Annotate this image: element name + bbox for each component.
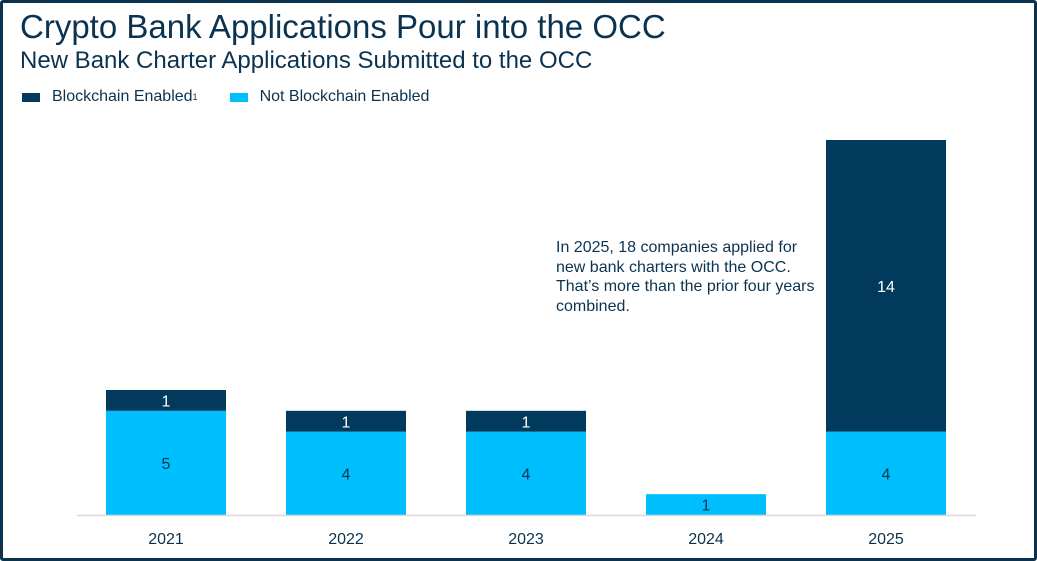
bar-segment [466,410,586,432]
data-label: 4 [522,466,531,483]
data-label: 14 [877,279,895,296]
footnote-marker: 1 [192,92,198,102]
bar-segment [466,431,586,515]
bar-segment [646,494,766,515]
data-label: 1 [162,393,171,410]
legend-label: Not Blockchain Enabled [259,88,430,105]
data-label: 1 [342,414,351,431]
bar-segment [826,431,946,515]
chart-title: Crypto Bank Applications Pour into the O… [20,8,666,45]
x-tick-label: 2024 [688,531,724,548]
chart-subtitle: New Bank Charter Applications Submitted … [20,47,593,74]
legend-swatch [229,92,248,102]
bar-segment [106,410,226,515]
legend: Blockchain Enabled 1 Not Blockchain Enabl… [22,88,461,106]
bar-segment [286,431,406,515]
x-tick-label: 2025 [868,531,904,548]
bar-segment [826,140,946,432]
x-tick-label: 2023 [508,531,544,548]
x-tick-label: 2022 [328,531,364,548]
bar-segment [286,410,406,432]
bar-segment [106,390,226,411]
data-label: 4 [342,466,351,483]
annotation: In 2025, 18 companies applied for new ba… [556,239,815,315]
legend-label: Blockchain Enabled [52,88,193,105]
legend-item-not-blockchain: Not Blockchain Enabled [229,88,430,106]
legend-swatch [22,92,40,102]
data-label: 1 [702,498,711,515]
legend-item-blockchain: Blockchain Enabled 1 [22,88,198,106]
data-label: 4 [882,466,891,483]
x-tick-label: 2021 [148,531,184,548]
data-label: 5 [162,456,171,473]
data-label: 1 [522,414,531,431]
